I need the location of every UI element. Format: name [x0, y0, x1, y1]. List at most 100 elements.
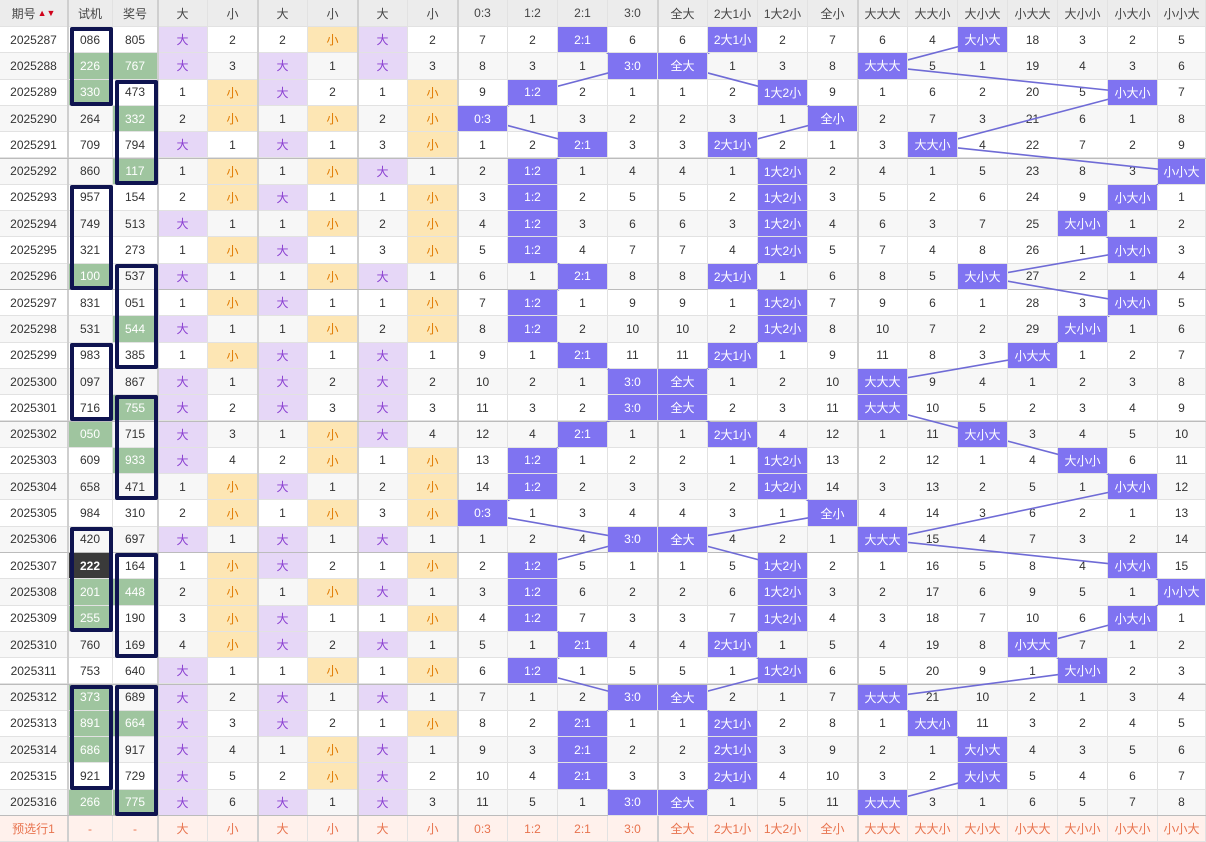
trend-cell: 大大小 [908, 132, 958, 159]
draw-number-cell: 664 [113, 710, 158, 738]
preselect-cell[interactable]: 小大大 [1008, 816, 1058, 842]
trend-cell: 7 [958, 211, 1008, 238]
trend-cell: 2大1小 [708, 132, 758, 159]
preselect-cell[interactable]: 2:1 [558, 816, 608, 842]
period-cell: 2025309 [0, 605, 68, 632]
preselect-cell[interactable]: 大小小 [1058, 816, 1108, 842]
trend-cell: 4 [858, 158, 908, 185]
trend-cell: 3:0 [608, 526, 658, 553]
test-number-cell: 749 [68, 211, 113, 238]
period-cell: 2025296 [0, 263, 68, 290]
preselect-cell[interactable]: 大大大 [858, 816, 908, 842]
trend-cell: 小 [408, 500, 458, 527]
trend-cell: 3 [1158, 658, 1206, 685]
draw-number-cell: 117 [113, 158, 158, 185]
trend-cell: 2 [208, 27, 258, 54]
trend-cell: 7 [808, 27, 858, 54]
trend-cell: 5 [858, 184, 908, 212]
trend-cell: 5 [958, 158, 1008, 185]
trend-cell: 大 [258, 132, 308, 159]
test-number-cell: 753 [68, 658, 113, 685]
trend-cell: 1 [158, 237, 208, 264]
preselect-cell[interactable]: 1:2 [508, 816, 558, 842]
trend-cell: 1 [358, 447, 408, 475]
trend-cell: 1:2 [508, 579, 558, 606]
trend-cell: 大 [358, 27, 408, 54]
trend-cell: 2 [1058, 710, 1108, 738]
trend-cell: 大 [158, 737, 208, 764]
trend-cell: 3 [658, 605, 708, 632]
trend-cell: 1大2小 [758, 211, 808, 238]
trend-cell: 大 [358, 763, 408, 790]
trend-cell: 4 [708, 526, 758, 553]
preselect-cell[interactable]: 大 [358, 816, 408, 842]
trend-cell: 小 [408, 553, 458, 580]
sort-icon[interactable]: ▲▼ [37, 8, 56, 18]
trend-cell: 全大 [658, 368, 708, 396]
trend-cell: 1 [558, 789, 608, 816]
trend-cell: 13 [908, 474, 958, 501]
trend-cell: 7 [808, 290, 858, 317]
trend-cell: 3 [508, 395, 558, 422]
trend-cell: 8 [1158, 105, 1206, 133]
preselect-cell[interactable]: 小 [408, 816, 458, 842]
trend-cell: 小 [208, 553, 258, 580]
trend-cell: 小 [308, 763, 358, 790]
period-cell: 2025306 [0, 526, 68, 553]
preselect-cell[interactable]: 小大小 [1108, 816, 1158, 842]
trend-cell: 1 [708, 789, 758, 816]
trend-cell: 18 [908, 605, 958, 632]
preselect-cell[interactable]: 大 [158, 816, 208, 842]
trend-cell: 4 [1008, 737, 1058, 764]
trend-cell: 2 [508, 368, 558, 396]
trend-cell: 6 [458, 658, 508, 685]
trend-cell: 大 [158, 132, 208, 159]
trend-cell: 6 [858, 211, 908, 238]
preselect-cell[interactable]: - [113, 816, 158, 842]
trend-cell: 4 [608, 158, 658, 185]
trend-cell: 6 [1108, 763, 1158, 790]
preselect-cell[interactable]: 大大小 [908, 816, 958, 842]
trend-cell: 10 [808, 763, 858, 790]
trend-cell: 小 [308, 211, 358, 238]
preselect-cell[interactable]: 小小大 [1158, 816, 1206, 842]
trend-cell: 4 [1058, 763, 1108, 790]
preselect-cell[interactable]: 1大2小 [758, 816, 808, 842]
trend-cell: 小大小 [1108, 474, 1158, 501]
preselect-cell[interactable]: 0:3 [458, 816, 508, 842]
trend-cell: 2 [508, 132, 558, 159]
preselect-cell[interactable]: 大小大 [958, 816, 1008, 842]
preselect-cell[interactable]: 小 [208, 816, 258, 842]
trend-cell: 9 [1058, 184, 1108, 212]
preselect-cell[interactable]: 小 [308, 816, 358, 842]
trend-cell: 3 [858, 474, 908, 501]
header-big-2: 大 [258, 0, 308, 27]
trend-cell: 3 [1108, 684, 1158, 711]
trend-cell: 6 [958, 579, 1008, 606]
trend-cell: 2 [808, 158, 858, 185]
trend-cell: 21 [908, 684, 958, 711]
trend-cell: 8 [458, 710, 508, 738]
trend-cell: 3 [808, 184, 858, 212]
trend-cell: 小大小 [1108, 605, 1158, 632]
trend-cell: 4 [608, 500, 658, 527]
preselect-cell[interactable]: - [68, 816, 113, 842]
trend-cell: 8 [458, 53, 508, 80]
preselect-cell[interactable]: 全小 [808, 816, 858, 842]
trend-cell: 2:1 [558, 631, 608, 659]
trend-cell: 1 [1058, 342, 1108, 369]
trend-cell: 小 [208, 158, 258, 185]
preselect-cell[interactable]: 大 [258, 816, 308, 842]
trend-cell: 11 [458, 395, 508, 422]
trend-cell: 1 [1008, 368, 1058, 396]
preselect-cell[interactable]: 3:0 [608, 816, 658, 842]
trend-cell: 2 [558, 79, 608, 106]
trend-cell: 大 [258, 79, 308, 106]
trend-cell: 11 [1158, 447, 1206, 475]
header-period[interactable]: 期号 ▲▼ [0, 0, 68, 27]
trend-cell: 3 [858, 132, 908, 159]
trend-cell: 1 [308, 342, 358, 369]
trend-cell: 2:1 [558, 763, 608, 790]
preselect-cell[interactable]: 全大 [658, 816, 708, 842]
preselect-cell[interactable]: 2大1小 [708, 816, 758, 842]
